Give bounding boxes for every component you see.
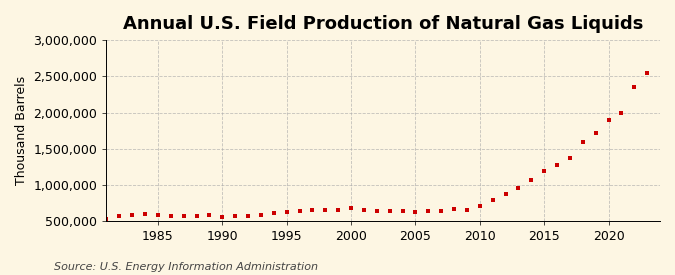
Y-axis label: Thousand Barrels: Thousand Barrels: [15, 76, 28, 185]
Title: Annual U.S. Field Production of Natural Gas Liquids: Annual U.S. Field Production of Natural …: [123, 15, 643, 33]
Text: Source: U.S. Energy Information Administration: Source: U.S. Energy Information Administ…: [54, 262, 318, 271]
